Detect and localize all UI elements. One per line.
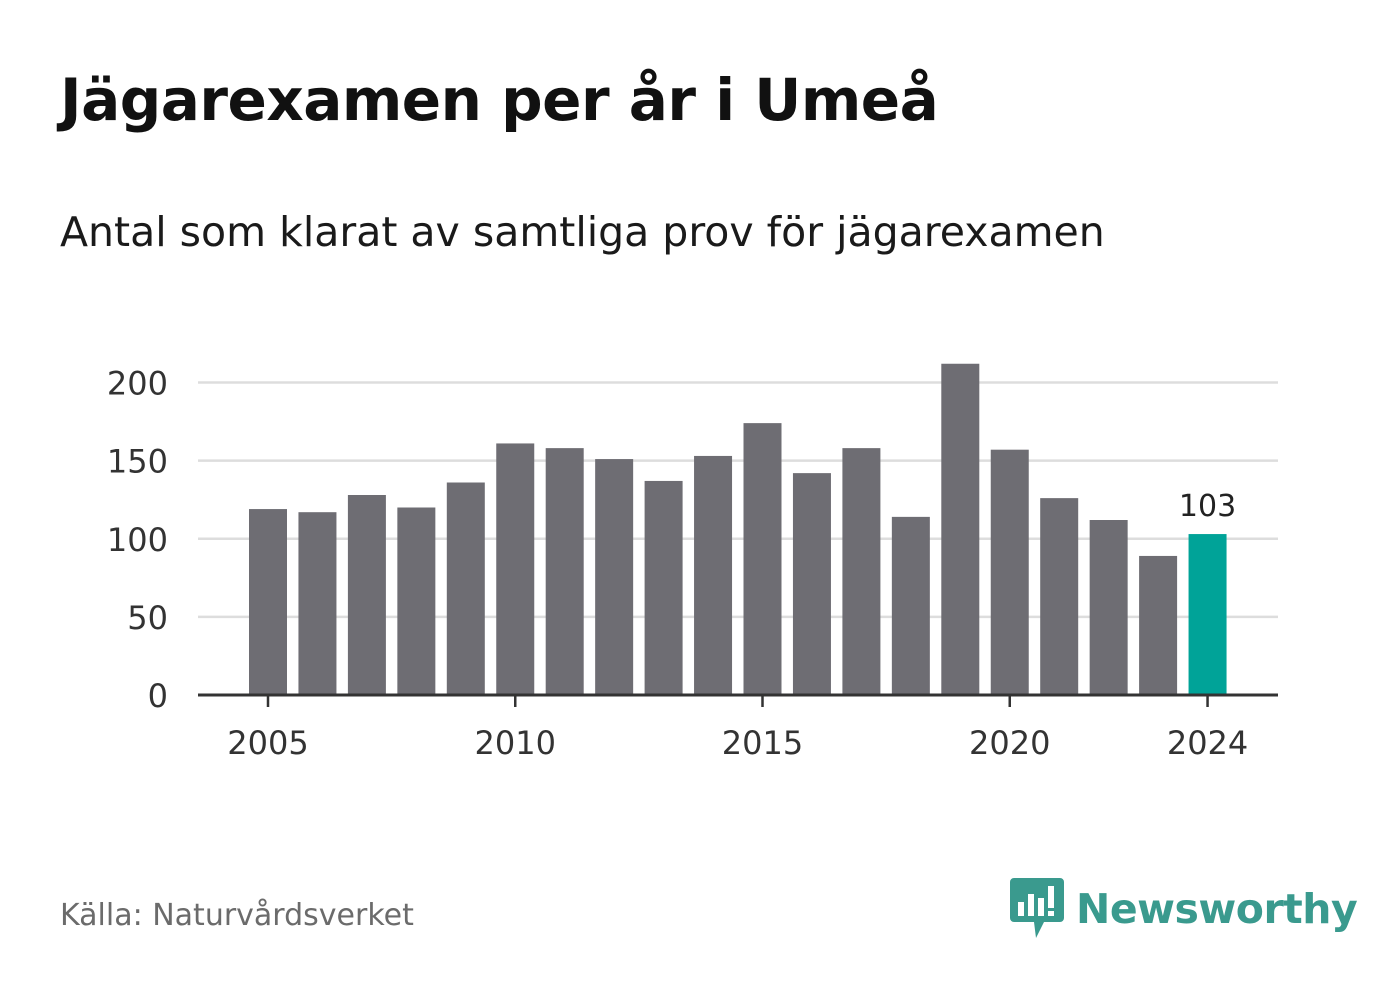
y-tick-label: 0 — [148, 677, 168, 715]
bar-2014 — [694, 455, 733, 695]
y-axis-labels: 0 50 100 150 200 — [107, 365, 168, 716]
annotations: 103 — [1179, 489, 1236, 524]
bar-2020 — [990, 449, 1029, 695]
chart-title: Jägarexamen per år i Umeå — [60, 66, 939, 134]
x-tick-label: 2024 — [1167, 724, 1248, 762]
x-tick-label: 2020 — [969, 724, 1050, 762]
y-tick-label: 150 — [107, 443, 168, 481]
bar-2018 — [891, 516, 930, 695]
x-axis-labels: 2005 2010 2015 2020 2024 — [227, 724, 1248, 762]
bar-chart-icon — [1010, 878, 1064, 938]
bars — [249, 363, 1227, 695]
bar-2019 — [941, 363, 980, 695]
bar-2016 — [792, 473, 831, 695]
bar-2023 — [1139, 555, 1178, 695]
bar-2017 — [842, 448, 881, 695]
bar-2010 — [496, 443, 535, 695]
y-tick-label: 100 — [107, 521, 168, 559]
bar-2011 — [545, 448, 584, 695]
bar-2008 — [397, 507, 436, 695]
x-tick-label: 2010 — [475, 724, 556, 762]
x-tick-label: 2005 — [227, 724, 308, 762]
bar-2005 — [249, 509, 287, 695]
bar-2013 — [644, 480, 683, 695]
bar-2021 — [1040, 498, 1079, 695]
bar-2007 — [347, 495, 386, 695]
newsworthy-logo: Newsworthy — [1010, 878, 1358, 940]
bar-2022 — [1089, 520, 1128, 695]
bar-2024 — [1188, 534, 1227, 695]
chart-subtitle: Antal som klarat av samtliga prov för jä… — [60, 208, 1105, 256]
highlight-value-label: 103 — [1179, 489, 1236, 524]
x-axis — [198, 693, 1278, 707]
bar-2012 — [595, 459, 634, 695]
bar-2015 — [743, 423, 782, 695]
bar-2009 — [446, 482, 485, 695]
brand-name: Newsworthy — [1076, 885, 1358, 933]
bar-2006 — [298, 512, 337, 695]
y-tick-label: 50 — [127, 599, 168, 637]
source-note: Källa: Naturvårdsverket — [60, 898, 414, 933]
x-tick-label: 2015 — [722, 724, 803, 762]
y-tick-label: 200 — [107, 365, 168, 403]
